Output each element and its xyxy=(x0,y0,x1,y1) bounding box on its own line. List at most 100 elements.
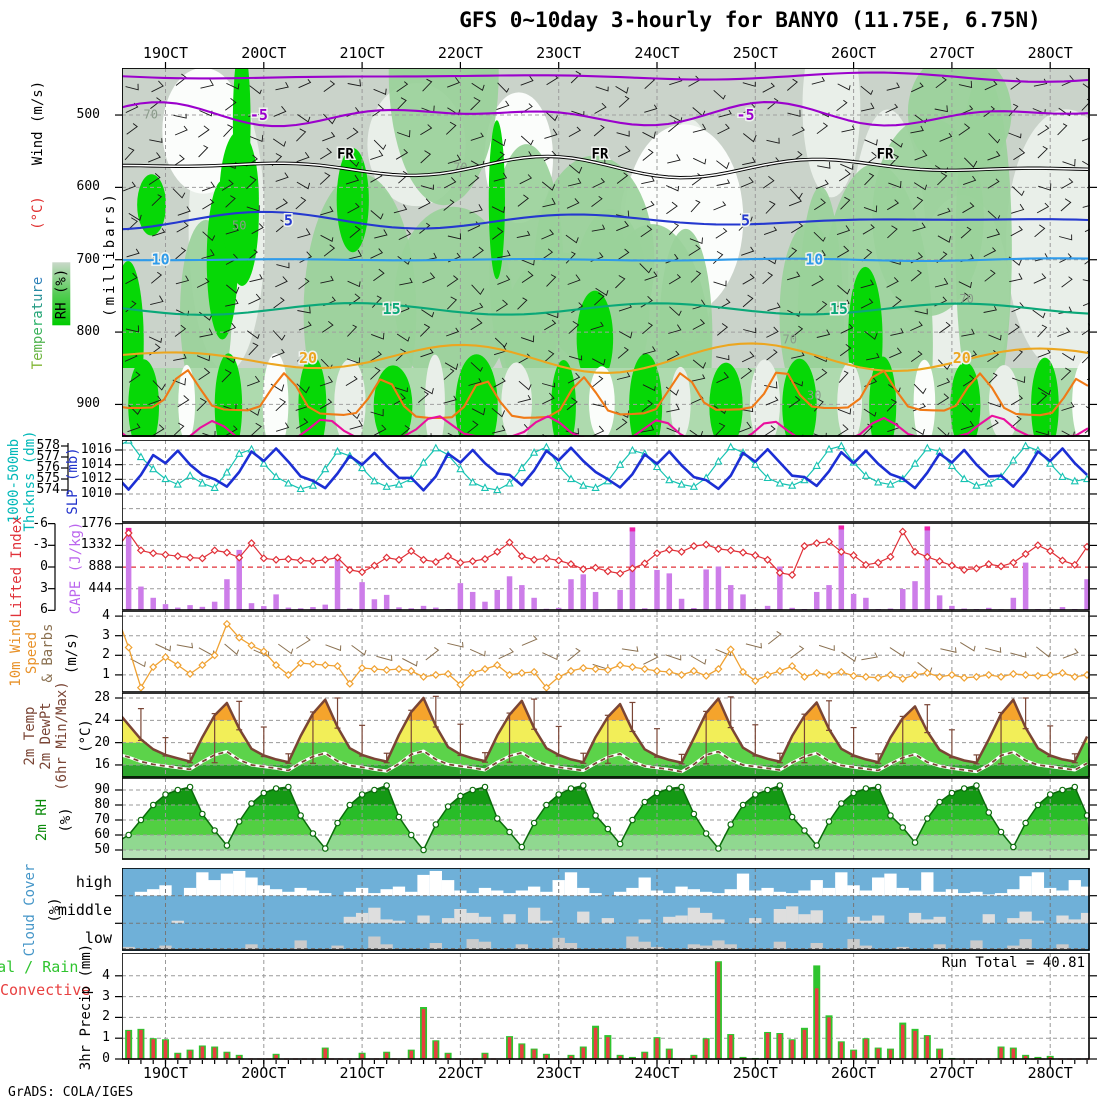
date-label-top: 19OCT xyxy=(142,44,189,62)
date-label-top: 23OCT xyxy=(536,44,582,62)
svg-text:50: 50 xyxy=(232,218,246,232)
svg-text:20: 20 xyxy=(299,349,317,367)
tick-label: 0 xyxy=(40,559,48,574)
tick-label: 444 xyxy=(88,580,112,596)
tick-label: 574 xyxy=(36,482,60,497)
tick-label: 3 xyxy=(40,580,48,596)
svg-text:10: 10 xyxy=(152,251,170,269)
precip-total-label: Total / Rain xyxy=(0,958,79,976)
date-label-bottom: 26OCT xyxy=(831,1064,877,1082)
tick-label: 2 xyxy=(102,647,110,663)
cloud-canvas xyxy=(122,868,1090,951)
precip-canvas xyxy=(122,953,1090,1060)
grads-credit: GrADS: COLA/IGES xyxy=(8,1085,134,1100)
date-label-bottom: 19OCT xyxy=(142,1064,189,1082)
svg-text:15: 15 xyxy=(830,300,848,318)
date-label-top: 26OCT xyxy=(831,44,877,62)
date-label-bottom: 21OCT xyxy=(339,1064,385,1082)
date-label-bottom: 27OCT xyxy=(929,1064,975,1082)
svg-text:FR: FR xyxy=(592,146,609,162)
date-label-bottom: 20OCT xyxy=(241,1064,287,1082)
tick-label: 28 xyxy=(94,690,110,705)
tick-label: 577 xyxy=(36,449,60,464)
tick-label: -3 xyxy=(32,537,48,553)
temp2m-canvas xyxy=(122,693,1090,778)
tick-label: 4 xyxy=(102,608,110,624)
svg-text:10: 10 xyxy=(805,251,823,269)
date-label-top: 28OCT xyxy=(1027,44,1073,62)
temp2m-axis-label-4: (°C) xyxy=(78,719,94,753)
date-label-top: 27OCT xyxy=(929,44,975,62)
tick-label: 1 xyxy=(102,666,110,682)
tick-label: 80 xyxy=(94,797,110,812)
tick-label: 16 xyxy=(94,756,110,772)
svg-text:FR: FR xyxy=(877,146,894,162)
li-cape-canvas xyxy=(122,523,1090,611)
tick-label: 1776 xyxy=(80,515,112,531)
tick-label: 3 xyxy=(102,988,110,1004)
svg-text:30: 30 xyxy=(807,388,821,402)
svg-text:20: 20 xyxy=(953,349,971,367)
precip-axis-label: 3hr Precip (mm) xyxy=(78,943,94,1071)
tick-label: 24 xyxy=(94,712,110,728)
svg-text:5: 5 xyxy=(741,212,750,230)
tick-label: -6 xyxy=(32,515,48,531)
tick-label: 0 xyxy=(102,1051,110,1066)
tick-label: 1012 xyxy=(80,471,112,487)
date-label-bottom: 23OCT xyxy=(536,1064,582,1082)
svg-text:FR: FR xyxy=(337,146,354,162)
tick-label: 1 xyxy=(102,1030,110,1046)
tick-label: 1332 xyxy=(80,537,112,553)
millibars-axis-label: (millibars) xyxy=(102,191,118,317)
svg-text:-5: -5 xyxy=(736,106,754,124)
date-label-bottom: 25OCT xyxy=(732,1064,778,1082)
date-label-top: 21OCT xyxy=(339,44,385,62)
date-label-top: 25OCT xyxy=(732,44,778,62)
date-label-bottom: 22OCT xyxy=(437,1064,483,1082)
tick-label: 800 xyxy=(76,324,100,340)
svg-text:5: 5 xyxy=(284,212,293,230)
slp-thickness-canvas xyxy=(122,440,1090,523)
tick-label: 70 xyxy=(94,812,110,827)
tick-label: 500 xyxy=(76,107,100,123)
tick-label: 578 xyxy=(36,438,60,453)
tick-label: 3 xyxy=(102,627,110,643)
date-label-bottom: 28OCT xyxy=(1027,1064,1073,1082)
svg-text:70: 70 xyxy=(144,108,158,122)
tick-label: 576 xyxy=(36,460,60,475)
tick-label: 2 xyxy=(102,1009,110,1025)
tick-label: 1014 xyxy=(80,456,112,472)
date-label-top: 20OCT xyxy=(241,44,287,62)
tick-label: 90 xyxy=(94,782,110,797)
page-title: GFS 0~10day 3-hourly for BANYO (11.75E, … xyxy=(459,8,1041,32)
cloud-row-high: high xyxy=(75,873,112,891)
svg-text:70: 70 xyxy=(782,333,796,347)
tick-label: 700 xyxy=(76,251,100,267)
tick-label: 1010 xyxy=(80,485,112,501)
tick-label: 900 xyxy=(76,396,100,412)
run-total: Run Total = 40.81 xyxy=(941,955,1085,971)
svg-text:-5: -5 xyxy=(250,106,268,124)
date-label-top: 24OCT xyxy=(634,44,680,62)
date-label-top: 22OCT xyxy=(437,44,483,62)
tick-label: 888 xyxy=(88,559,112,575)
wind10m-canvas xyxy=(122,611,1090,693)
tick-label: 50 xyxy=(94,842,110,857)
tick-label: 575 xyxy=(36,471,60,486)
tick-label: 1016 xyxy=(80,442,112,457)
svg-text:15: 15 xyxy=(383,300,401,318)
rh-axis-chip: RH (%) xyxy=(52,262,71,326)
cloud-row-low: low xyxy=(84,929,112,947)
tick-label: 20 xyxy=(94,734,110,750)
precip-conv-label: Convective xyxy=(0,981,91,999)
rh2m-canvas xyxy=(122,778,1090,860)
tick-label: 60 xyxy=(94,827,110,842)
cloud-row-middle: middle xyxy=(57,901,112,919)
tick-label: 4 xyxy=(102,967,110,983)
date-label-bottom: 24OCT xyxy=(634,1064,680,1082)
tick-label: 600 xyxy=(76,179,100,195)
tick-label: 6 xyxy=(40,602,48,618)
